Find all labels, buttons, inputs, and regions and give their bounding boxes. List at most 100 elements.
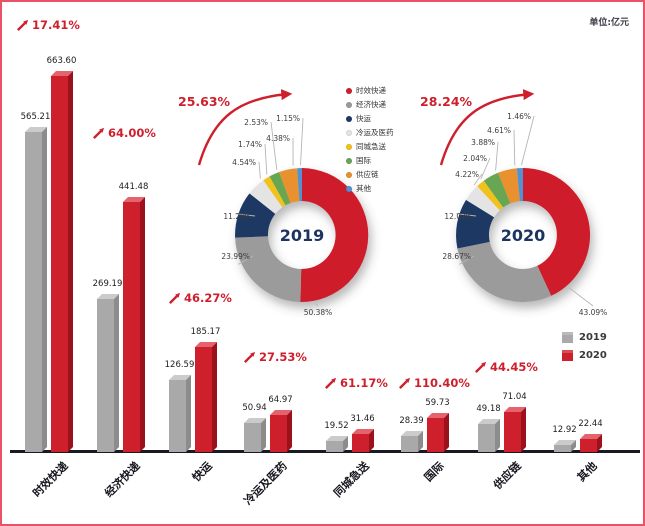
value-label-2019-4: 50.94 xyxy=(242,403,267,413)
value-label-2020-1: 663.60 xyxy=(46,56,77,66)
donut-center-label-2020: 2020 xyxy=(501,226,546,245)
bar-side-face xyxy=(41,127,47,452)
value-label-2019-6: 28.39 xyxy=(399,416,424,426)
bar-front-face xyxy=(96,299,114,452)
bar-legend-item-2: 2020 xyxy=(562,350,607,361)
bar-front-face xyxy=(122,202,140,452)
legend-dot-icon xyxy=(346,129,352,136)
donut-2019-percent-label-8: 1.15% xyxy=(276,114,300,123)
bar-2019-8 xyxy=(553,440,576,452)
growth-label-4: 27.53% xyxy=(243,350,307,364)
bar-2020-7 xyxy=(503,407,526,452)
bar-2020-4 xyxy=(269,410,292,452)
total-growth-label-2020: 28.24% xyxy=(420,94,473,109)
value-label-2020-7: 71.04 xyxy=(502,392,527,402)
growth-label-1: 17.41% xyxy=(16,18,80,32)
legend-dot-icon xyxy=(346,115,352,122)
pie-legend-item-1: 时效快递 xyxy=(346,85,394,96)
bar-side-face xyxy=(286,410,292,452)
growth-label-text: 110.40% xyxy=(414,376,470,390)
donut-2020-percent-label-8: 1.46% xyxy=(507,112,531,121)
donut-2019-segment-3 xyxy=(235,193,276,238)
pie-legend-item-6: 国际 xyxy=(346,155,394,166)
bar-side-face xyxy=(139,197,145,452)
donut-label-leader-line xyxy=(568,287,594,307)
bar-legend-label: 2019 xyxy=(579,332,607,343)
growth-arrow-icon xyxy=(475,361,487,373)
growth-label-text: 61.17% xyxy=(340,376,388,390)
donut-label-leader-line xyxy=(480,157,491,180)
growth-arrow-icon xyxy=(399,377,411,389)
bar-front-face xyxy=(426,418,444,452)
bar-front-face xyxy=(269,415,287,452)
total-growth-label-2019: 25.63% xyxy=(178,94,231,109)
donut-label-leader-line xyxy=(300,117,304,166)
pie-legend-label: 同城急送 xyxy=(356,142,386,151)
donut-2020-percent-label-1: 43.09% xyxy=(579,308,608,317)
donut-2019-segment-6 xyxy=(269,172,291,206)
legend-dot-icon xyxy=(346,171,352,178)
bar-front-face xyxy=(400,436,418,452)
category-label-5: 同城急送 xyxy=(331,459,372,500)
donut-2020-segment-6 xyxy=(483,172,511,208)
donut-label-leader-line xyxy=(258,161,261,179)
pie-legend-label: 国际 xyxy=(356,156,371,165)
legend-dot-icon xyxy=(346,185,352,192)
bar-side-face xyxy=(211,342,217,452)
bar-2020-8 xyxy=(579,434,602,452)
bar-2019-1 xyxy=(24,127,47,452)
donut-2020-segment-3 xyxy=(456,199,495,249)
value-label-2020-5: 31.46 xyxy=(350,414,375,424)
bar-2020-5 xyxy=(351,429,374,452)
donut-label-leader-line xyxy=(235,213,256,217)
bar-2019-6 xyxy=(400,431,423,452)
pie-legend-item-8: 其他 xyxy=(346,183,394,194)
pie-legend-item-3: 快运 xyxy=(346,113,394,124)
donut-label-leader-line xyxy=(495,141,499,171)
growth-arrow-icon xyxy=(93,127,105,139)
bar-front-face xyxy=(24,132,42,452)
growth-label-text: 44.45% xyxy=(490,360,538,374)
growth-label-text: 27.53% xyxy=(259,350,307,364)
value-label-2019-7: 49.18 xyxy=(476,404,501,414)
value-label-2020-4: 64.97 xyxy=(268,395,293,405)
donut-2019-percent-label-6: 2.53% xyxy=(244,118,268,127)
donut-2019-percent-label-2: 23.99% xyxy=(221,252,250,261)
pie-legend-item-2: 经济快递 xyxy=(346,99,394,110)
donut-2020-percent-label-5: 2.04% xyxy=(463,154,487,163)
bar-legend-item-1: 2019 xyxy=(562,332,607,343)
growth-arrow-icon xyxy=(325,377,337,389)
donut-2019-percent-label-7: 4.38% xyxy=(266,134,290,143)
donut-2020-segment-7 xyxy=(498,168,520,204)
pie-legend-item-5: 同城急送 xyxy=(346,141,394,152)
donut-2020-percent-label-2: 28.67% xyxy=(442,252,471,261)
donut-label-leader-line xyxy=(315,303,319,307)
pie-legend-label: 快运 xyxy=(356,114,371,123)
growth-label-text: 64.00% xyxy=(108,126,156,140)
donut-2020-percent-label-7: 4.61% xyxy=(487,126,511,135)
bar-side-face xyxy=(368,429,374,452)
bar-side-face xyxy=(494,419,500,452)
legend-square-icon xyxy=(562,350,573,361)
value-label-2019-1: 565.21 xyxy=(20,112,51,122)
bar-2019-2 xyxy=(96,294,119,452)
legend-dot-icon xyxy=(346,157,352,164)
growth-label-3: 46.27% xyxy=(168,291,232,305)
bar-side-face xyxy=(113,294,119,452)
bar-front-face xyxy=(325,441,343,452)
donut-2019-percent-label-3: 11.28% xyxy=(223,212,252,221)
bar-front-face xyxy=(477,424,495,452)
donut-2019-percent-label-1: 50.38% xyxy=(304,308,333,317)
donut-2019-percent-label-5: 1.74% xyxy=(238,140,262,149)
value-label-2020-2: 441.48 xyxy=(118,182,149,192)
bar-front-face xyxy=(194,347,212,452)
donut-2019-segment-8 xyxy=(297,168,302,202)
legend-dot-icon xyxy=(346,101,352,108)
bar-legend: 2019 2020 xyxy=(562,332,607,361)
donut-2020 xyxy=(456,167,591,303)
bar-side-face xyxy=(185,375,191,452)
bar-2020-3 xyxy=(194,342,217,452)
donut-label-leader-line xyxy=(473,173,483,186)
bar-2019-3 xyxy=(168,375,191,452)
